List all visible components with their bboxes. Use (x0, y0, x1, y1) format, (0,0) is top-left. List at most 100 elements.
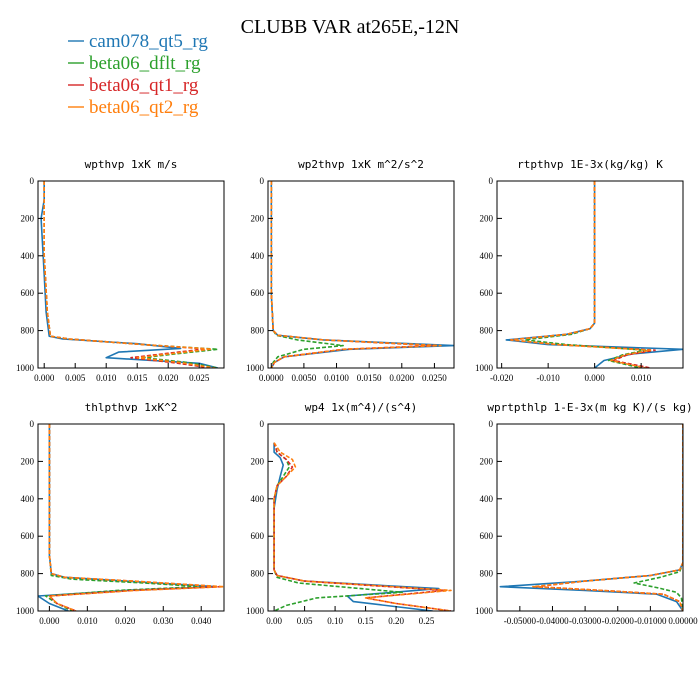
x-tick-label: -0.03000 (569, 616, 602, 626)
y-tick-label: 1000 (246, 606, 265, 616)
x-tick-label: 0.0100 (324, 373, 349, 383)
panel-frame (37, 423, 225, 612)
x-tick-label: -0.02000 (602, 616, 635, 626)
series-line (273, 442, 404, 611)
x-tick-label: 0.05 (297, 616, 313, 626)
y-tick-label: 200 (251, 213, 265, 223)
x-tick-label: -0.020 (490, 373, 514, 383)
series-line (532, 424, 683, 611)
x-tick-label: 0.010 (96, 373, 117, 383)
x-tick-label: 0.000 (39, 616, 60, 626)
y-tick-label: 200 (21, 456, 35, 466)
series-line (524, 181, 647, 368)
y-tick-label: 1000 (16, 606, 35, 616)
x-tick-label: 0.20 (388, 616, 404, 626)
y-tick-label: 800 (480, 326, 494, 336)
series-line (38, 424, 218, 611)
x-tick-label: 0.010 (77, 616, 98, 626)
series-line (273, 442, 452, 611)
panel: thlpthvp 1xK^2 0 200 400 600 800 1000 0.000 0.01… (16, 401, 225, 626)
panel-title: thlpthvp 1xK^2 (85, 401, 178, 414)
y-tick-label: 600 (480, 531, 494, 541)
panel-title: rtpthvp 1E-3x(kg/kg) K (517, 158, 663, 171)
legend-entry: beta06_qt2_rg (68, 97, 199, 118)
y-tick-label: 1000 (475, 363, 494, 373)
x-tick-label: 0.0000 (259, 373, 284, 383)
y-tick-label: 400 (251, 494, 265, 504)
panel-frame (496, 423, 684, 612)
panel-title: wp2thvp 1xK m^2/s^2 (298, 158, 424, 171)
x-tick-label: 0.0250 (422, 373, 447, 383)
legend-entry: beta06_qt1_rg (68, 75, 199, 96)
x-tick-label: 0.040 (191, 616, 212, 626)
y-tick-label: 200 (480, 213, 494, 223)
y-tick-label: 600 (21, 531, 35, 541)
y-tick-label: 400 (480, 494, 494, 504)
panel-frame (267, 180, 455, 369)
series-line (510, 181, 656, 368)
series-line (43, 181, 215, 368)
x-tick-label: -0.04000 (536, 616, 569, 626)
y-tick-label: 800 (480, 569, 494, 579)
panel-frame (267, 423, 455, 612)
panel: rtpthvp 1E-3x(kg/kg) K02004006008001000-… (475, 158, 684, 383)
x-tick-label: 0.030 (153, 616, 174, 626)
panel-title: wp4 1x(m^4)/(s^4) (305, 401, 418, 414)
x-tick-label: 0.000 (585, 373, 606, 383)
legend-entry: cam078_qt5_rg (68, 31, 208, 52)
series-line (633, 424, 683, 611)
x-tick-label: 0.15 (358, 616, 374, 626)
series-line (510, 181, 652, 368)
y-tick-label: 1000 (246, 363, 265, 373)
series-line (270, 181, 442, 368)
legend: cam078_qt5_rgbeta06_dflt_rgbeta06_qt1_rg… (68, 31, 208, 118)
x-tick-label: -0.010 (537, 373, 561, 383)
x-tick-label: 0.0200 (389, 373, 414, 383)
y-tick-label: 600 (251, 288, 265, 298)
legend-label: beta06_qt1_rg (89, 75, 199, 96)
x-tick-label: 0.020 (158, 373, 179, 383)
y-tick-label: 400 (480, 251, 494, 261)
x-tick-label: 0.25 (419, 616, 435, 626)
series-line (273, 442, 440, 611)
y-tick-label: 800 (251, 326, 265, 336)
y-tick-label: 800 (21, 569, 35, 579)
x-tick-label: 0.00000 (668, 616, 698, 626)
series-line (499, 424, 683, 611)
x-tick-label: 0.020 (115, 616, 136, 626)
x-tick-label: 0.0050 (292, 373, 317, 383)
series-line (48, 424, 224, 611)
y-tick-label: 1000 (16, 363, 35, 373)
y-tick-label: 1000 (475, 606, 494, 616)
y-tick-label: 200 (480, 456, 494, 466)
panel: wp2thvp 1xK m^2/s^2020040060080010000.00… (246, 158, 455, 383)
y-tick-label: 600 (480, 288, 494, 298)
series-line (273, 442, 452, 611)
x-tick-label: 0.025 (189, 373, 210, 383)
legend-label: beta06_dflt_rg (89, 53, 201, 74)
panel: wprtpthlp 1-E-3x(m kg K)/(s kg) 0 200 400 60… (475, 401, 698, 626)
y-tick-label: 0 (260, 419, 265, 429)
y-tick-label: 600 (251, 531, 265, 541)
y-tick-label: 0 (260, 176, 265, 186)
panel-title: wprtpthlp 1-E-3x(m kg K)/(s kg) (487, 401, 692, 414)
panel-frame (496, 180, 684, 369)
y-tick-label: 0 (489, 176, 494, 186)
x-tick-label: 0.10 (327, 616, 343, 626)
x-tick-label: 0.000 (34, 373, 55, 383)
y-tick-label: 800 (251, 569, 265, 579)
series-line (40, 181, 218, 368)
legend-label: beta06_qt2_rg (89, 97, 199, 118)
x-tick-label: 0.005 (65, 373, 86, 383)
x-tick-label: 0.00 (266, 616, 282, 626)
x-tick-label: 0.0150 (357, 373, 382, 383)
y-tick-label: 0 (30, 176, 35, 186)
y-tick-label: 400 (251, 251, 265, 261)
y-tick-label: 800 (21, 326, 35, 336)
y-tick-label: 400 (21, 494, 35, 504)
panel-frame (37, 180, 225, 369)
legend-label: cam078_qt5_rg (89, 31, 208, 52)
series-line (270, 181, 454, 368)
